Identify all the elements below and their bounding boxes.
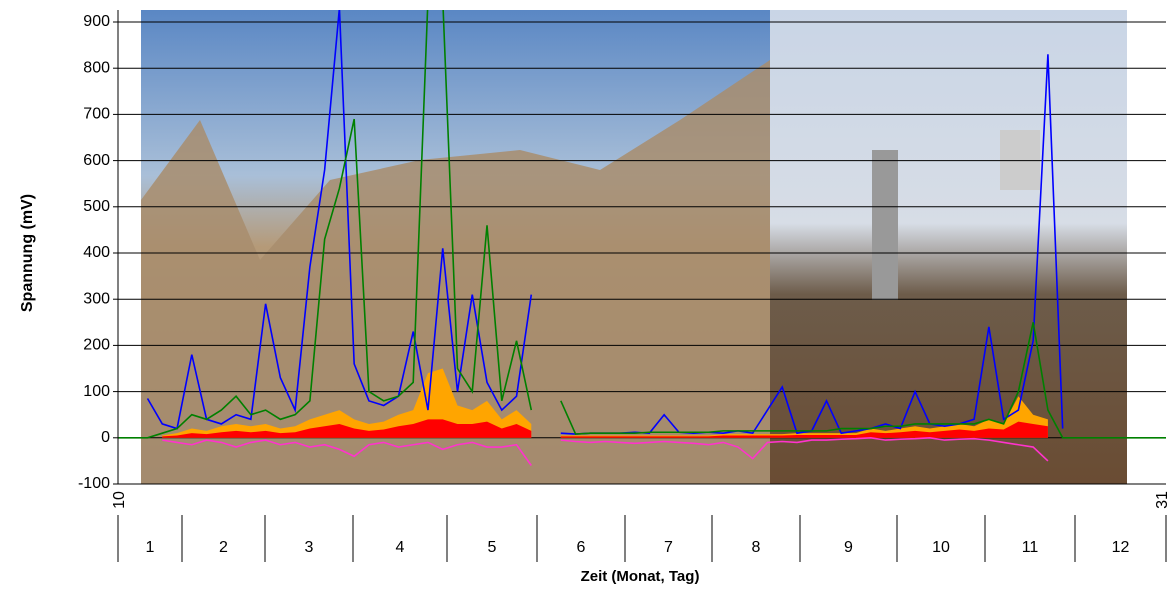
x-tick-label: 11 bbox=[1022, 539, 1039, 556]
x-tick-label: 3 bbox=[305, 539, 314, 556]
x-tick-label: 12 bbox=[1112, 539, 1130, 556]
y-tick-label: 700 bbox=[83, 106, 110, 123]
y-tick-label: 500 bbox=[83, 198, 110, 215]
y-tick-label: 300 bbox=[83, 290, 110, 307]
photo-station bbox=[872, 150, 898, 300]
x-tick-label: 4 bbox=[396, 539, 405, 556]
x-tick-label: 10 bbox=[932, 539, 950, 556]
x-tick-label: 9 bbox=[844, 539, 853, 556]
page: {"chart_data": { "type": "line", "y_labe… bbox=[0, 0, 1172, 592]
y-tick-label: 400 bbox=[83, 244, 110, 261]
y-tick-label: 600 bbox=[83, 152, 110, 169]
y-tick-label: 100 bbox=[83, 383, 110, 400]
y-tick-label: -100 bbox=[78, 475, 110, 492]
x-tick-label: 8 bbox=[752, 539, 761, 556]
x-tick-label: 5 bbox=[488, 539, 497, 556]
x-axis-title: Zeit (Monat, Tag) bbox=[581, 568, 700, 585]
chart: Spannung (mV) Zeit (Monat, Tag) 10 31 -1… bbox=[0, 0, 1172, 587]
x-tick-label: 1 bbox=[146, 539, 155, 556]
x-start-label: 10 bbox=[111, 491, 128, 509]
x-tick-label: 7 bbox=[664, 539, 673, 556]
photo-right bbox=[770, 10, 1127, 484]
x-tick-label: 6 bbox=[577, 539, 586, 556]
y-tick-label: 0 bbox=[101, 429, 110, 446]
x-tick-label: 2 bbox=[219, 539, 228, 556]
y-tick-label: 200 bbox=[83, 337, 110, 354]
photo-box bbox=[1000, 130, 1040, 190]
y-tick-label: 900 bbox=[83, 13, 110, 30]
y-axis-title: Spannung (mV) bbox=[19, 194, 36, 312]
y-tick-label: 800 bbox=[83, 59, 110, 76]
x-end-label: 31 bbox=[1154, 491, 1171, 509]
